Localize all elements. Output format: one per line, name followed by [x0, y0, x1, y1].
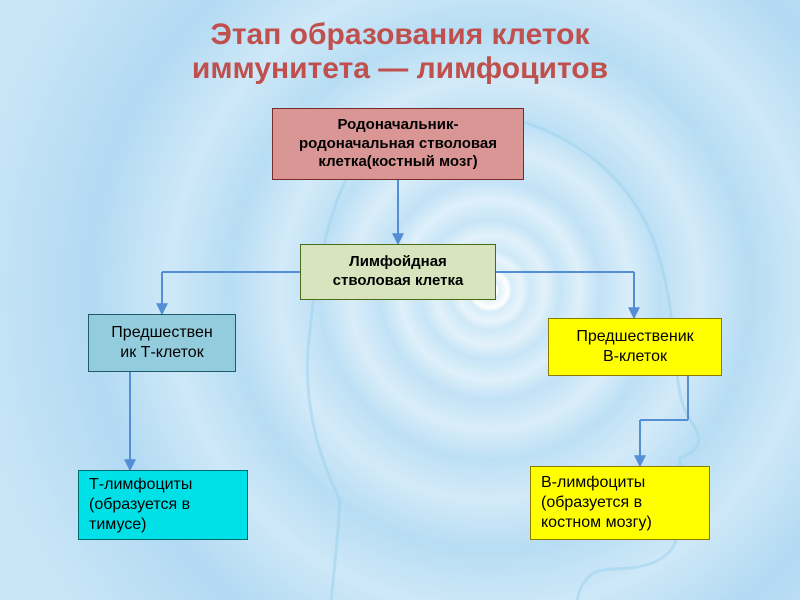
node-text-line: тимусе) [89, 515, 147, 535]
node-text-line: ик Т-клеток [120, 343, 203, 363]
node-text-line: В-клеток [603, 347, 667, 367]
node-text-line: Предшествен [111, 323, 212, 343]
node-b-lymphocytes: В-лимфоциты(образуется вкостном мозгу) [530, 466, 710, 540]
node-text-line: костном мозгу) [541, 513, 652, 533]
node-text-line: родоначальная стволовая [299, 135, 497, 154]
node-lymphoid-stem-cell: Лимфойднаястволовая клетка [300, 244, 496, 300]
node-text-line: (образуется в [541, 493, 642, 513]
node-t-lymphocytes: Т-лимфоциты(образуется втимусе) [78, 470, 248, 540]
node-text-line: (образуется в [89, 495, 190, 515]
node-text-line: Родоначальник- [338, 116, 459, 135]
node-precursor-t-cells: Предшественик Т-клеток [88, 314, 236, 372]
title-line2: иммунитета — лимфоцитов [192, 52, 608, 85]
node-root-stem-cell: Родоначальник-родоначальная стволоваякле… [272, 108, 524, 180]
node-text-line: Т-лимфоциты [89, 475, 192, 495]
node-text-line: В-лимфоциты [541, 473, 645, 493]
title-line1: Этап образования клеток [211, 18, 590, 51]
node-text-line: клетка(костный мозг) [318, 153, 477, 172]
node-text-line: Лимфойдная [349, 253, 447, 272]
node-text-line: Предшественик [576, 327, 693, 347]
node-precursor-b-cells: ПредшественикВ-клеток [548, 318, 722, 376]
node-text-line: стволовая клетка [333, 272, 464, 291]
page-title: Этап образования клеток иммунитета — лим… [0, 18, 800, 86]
